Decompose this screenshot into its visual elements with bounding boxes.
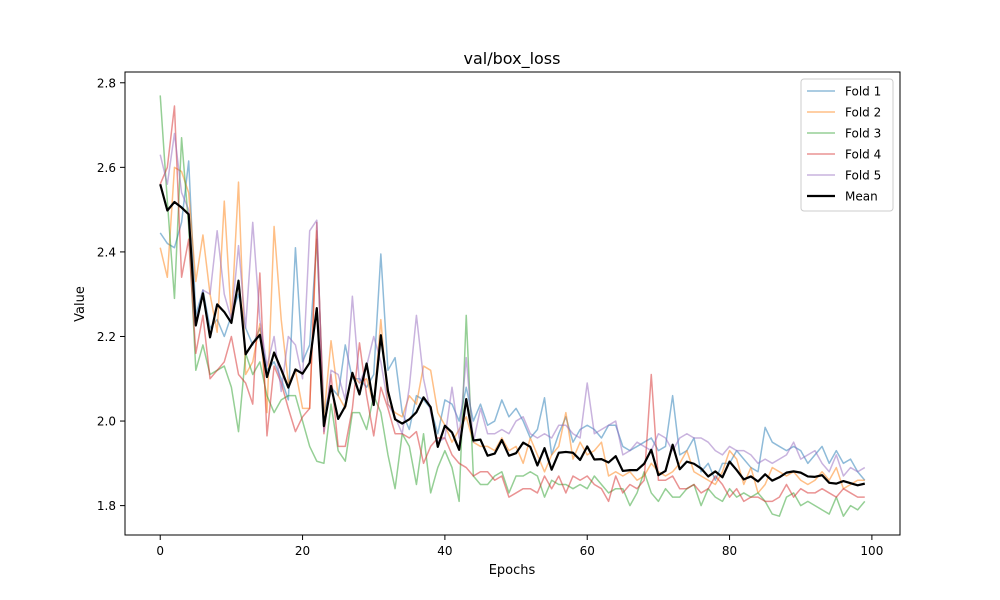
legend-label: Fold 3	[845, 127, 881, 141]
series-line-fold-3	[159, 95, 866, 517]
series-line-fold-4	[159, 105, 865, 503]
axes: 0 20 40 60 80 100 1.8 2.0 2.2 2.4 2.6 2.8	[97, 71, 901, 558]
y-tick-label: 1.8	[97, 499, 116, 513]
x-tick-label: 80	[722, 544, 737, 558]
y-tick-label: 2.6	[97, 161, 116, 175]
series-line-mean	[159, 183, 866, 487]
legend-label: Fold 1	[845, 85, 881, 99]
legend: Fold 1 Fold 2 Fold 3 Fold 4 Fold 5 Mean	[800, 78, 894, 212]
y-tick-label: 2.0	[97, 415, 116, 429]
series-line-fold-5	[159, 132, 866, 477]
series-line-fold-1	[159, 160, 866, 481]
legend-label: Fold 5	[845, 169, 881, 183]
y-axis-label: Value	[73, 286, 88, 322]
y-tick-label: 2.4	[97, 245, 116, 259]
x-tick-label: 40	[437, 544, 452, 558]
y-tick-label: 2.2	[97, 330, 116, 344]
x-tick-label: 0	[156, 544, 164, 558]
plot-area	[159, 95, 866, 517]
y-tick-label: 2.8	[97, 76, 116, 90]
axes-frame	[124, 71, 901, 536]
legend-label: Mean	[845, 190, 878, 204]
legend-label: Fold 2	[845, 106, 881, 120]
legend-label: Fold 4	[845, 148, 881, 162]
series-line-fold-2	[159, 166, 865, 494]
x-tick-label: 60	[580, 544, 595, 558]
chart-title: val/box_loss	[464, 49, 561, 69]
x-tick-label: 20	[295, 544, 310, 558]
x-tick-label: 100	[860, 544, 883, 558]
x-axis-label: Epochs	[489, 563, 536, 578]
